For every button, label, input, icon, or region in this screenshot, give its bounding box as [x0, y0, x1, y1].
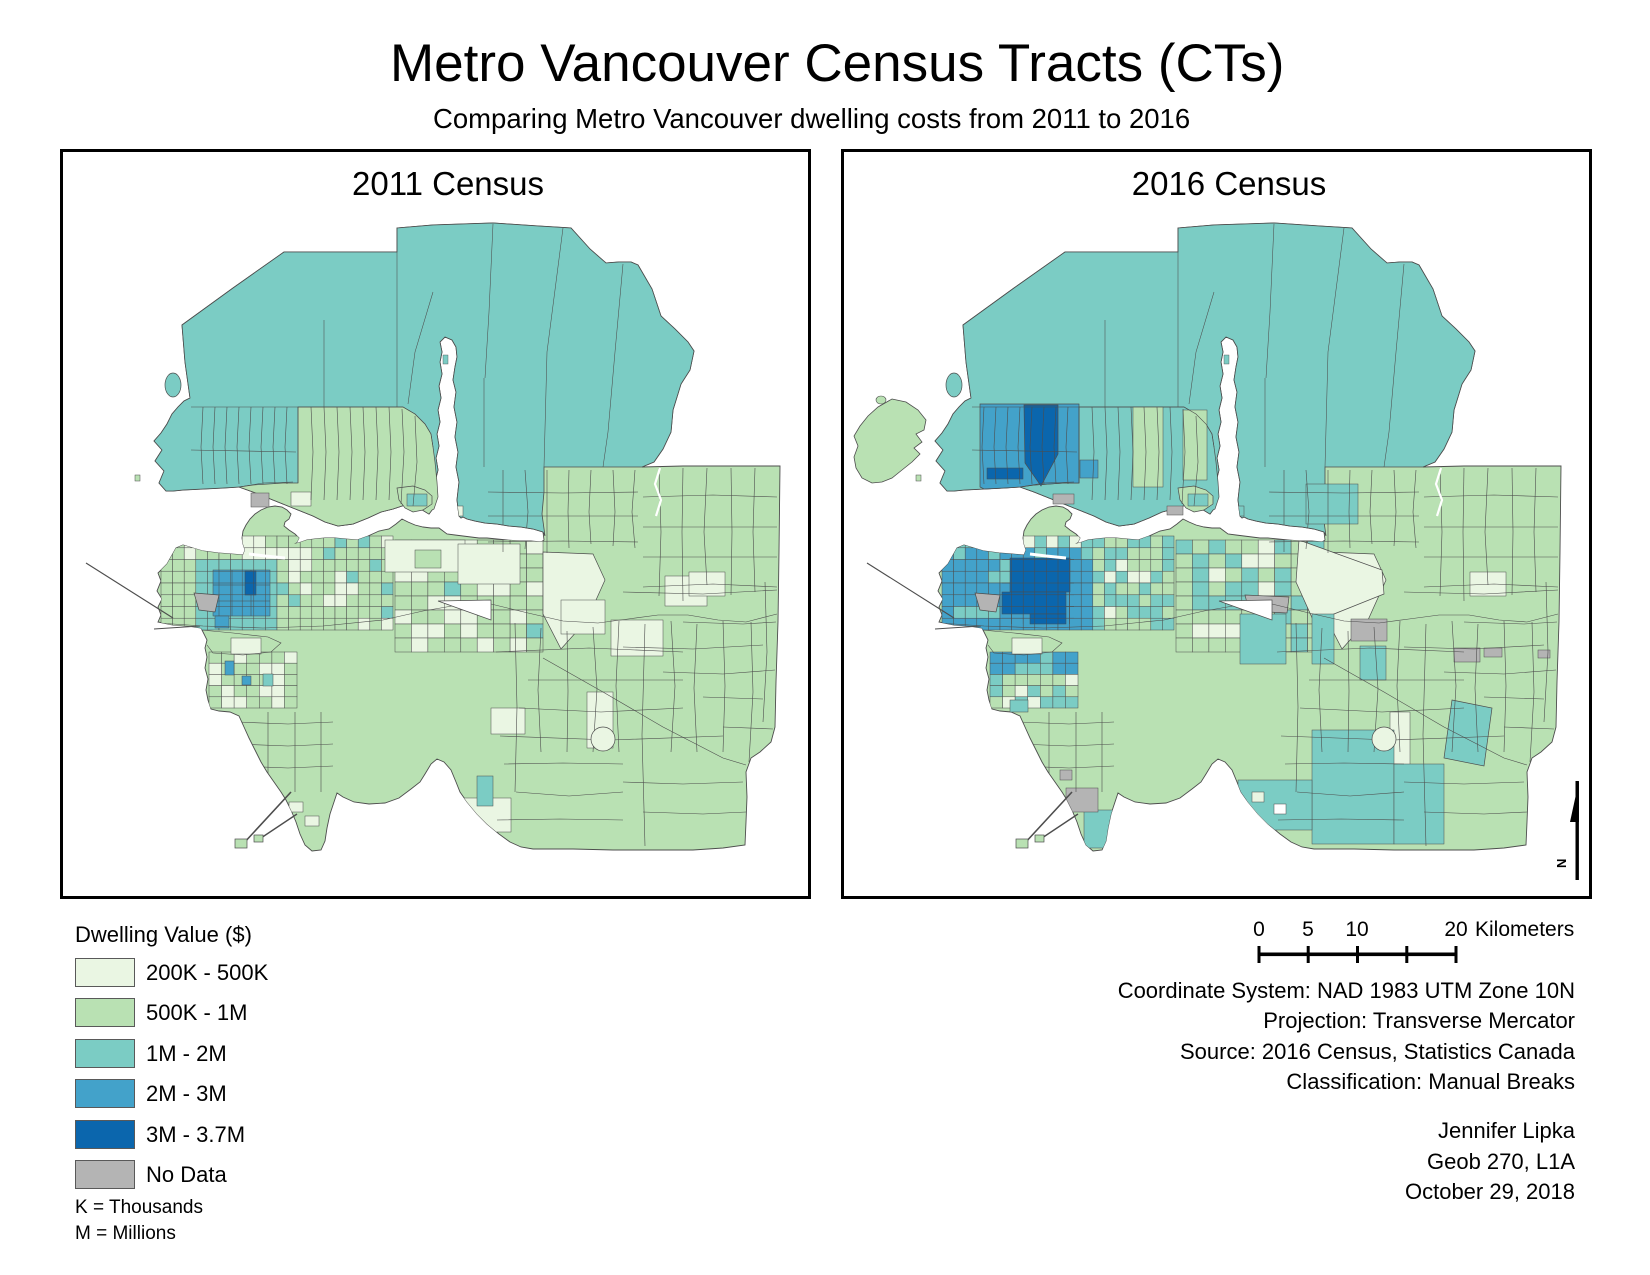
svg-text:10: 10 — [1345, 918, 1368, 941]
svg-text:Kilometers: Kilometers — [1475, 918, 1574, 941]
svg-text:N: N — [1554, 859, 1569, 868]
svg-text:0: 0 — [1253, 918, 1265, 941]
svg-text:20: 20 — [1444, 918, 1467, 941]
svg-text:5: 5 — [1302, 918, 1314, 941]
